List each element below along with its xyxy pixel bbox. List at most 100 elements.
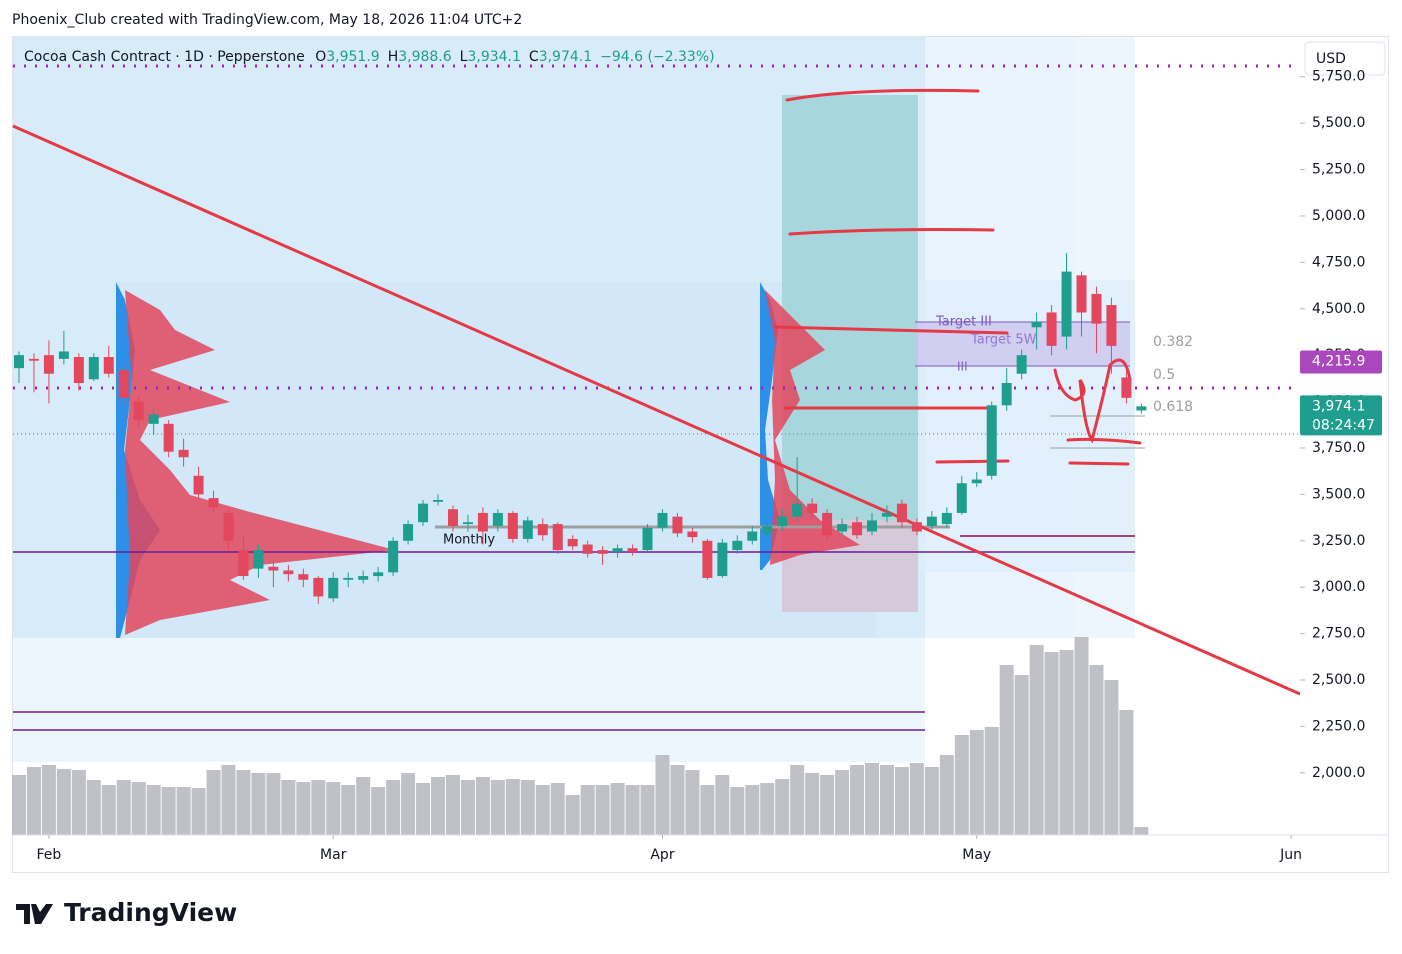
- legend: Cocoa Cash Contract · 1D · Pepperstone O…: [24, 49, 715, 65]
- volume-bar: [685, 770, 700, 835]
- candle-body: [193, 475, 204, 495]
- volume-bar: [595, 785, 610, 835]
- candle-body: [238, 550, 249, 577]
- price-axis: [1300, 37, 1388, 835]
- volume-bar: [730, 787, 745, 835]
- candle-body: [1046, 312, 1057, 346]
- volume-bar: [820, 775, 835, 835]
- position-box: [782, 95, 918, 520]
- axes: 2,000.0 2,250.0 2,500.0 2,750.0 3,000.0 3,250…: [37, 69, 1382, 863]
- candle-body: [1106, 305, 1117, 346]
- candle-body: [253, 550, 264, 569]
- legend-value: 3,951.9: [326, 49, 379, 65]
- candle-body: [313, 577, 324, 597]
- currency-button[interactable]: [1304, 41, 1386, 76]
- volume-bar: [790, 765, 805, 835]
- volume-bar: [640, 785, 655, 835]
- volume-bar: [116, 780, 131, 835]
- sketch: [1068, 461, 1130, 466]
- volume-bar: [161, 787, 176, 835]
- candle-body: [1076, 275, 1087, 313]
- candle-body: [747, 531, 758, 541]
- volume-bar: [445, 775, 460, 835]
- volume-bar: [460, 780, 475, 835]
- candle-body: [762, 525, 773, 534]
- volume-bar: [475, 777, 490, 835]
- x-tick-label: Apr: [650, 847, 674, 863]
- candle-body: [343, 577, 354, 580]
- volume-bar: [939, 755, 954, 835]
- volume-bar: [505, 779, 520, 835]
- volume-bar: [1059, 650, 1074, 835]
- volume-bar: [266, 773, 281, 835]
- candle-body: [537, 524, 548, 536]
- zone: [13, 638, 925, 762]
- logo: TradingView: [16, 898, 237, 927]
- y-tick-label: 5,250.0: [1312, 162, 1365, 178]
- candle-body: [777, 516, 788, 526]
- volume-layer: [11, 637, 1149, 835]
- candle-body: [208, 498, 219, 508]
- volume-bar: [221, 765, 236, 835]
- annotation: III: [957, 360, 968, 374]
- volume-bar: [490, 780, 505, 835]
- candle-body: [866, 520, 877, 532]
- candle-body: [58, 351, 69, 359]
- candle-body: [148, 414, 159, 424]
- volume-bar: [655, 755, 670, 835]
- volume-bar: [386, 780, 401, 835]
- volume-bar: [850, 765, 865, 835]
- countdown: 08:24:47: [1312, 417, 1375, 433]
- volume-bar: [281, 780, 296, 835]
- volume-bar: [56, 769, 71, 835]
- legend-value: 3,934.1: [467, 49, 520, 65]
- candle-body: [133, 401, 144, 421]
- candle-body: [418, 503, 429, 523]
- volume-bar: [835, 770, 850, 835]
- candle-body: [73, 357, 84, 384]
- candle-body: [103, 357, 114, 374]
- candle-body: [163, 423, 174, 452]
- volume-bar: [341, 785, 356, 835]
- candle-body: [702, 540, 713, 578]
- annotation: Target 5W: [970, 333, 1037, 348]
- candle-body: [388, 540, 399, 573]
- candle-body: [1136, 406, 1147, 411]
- candle-body: [837, 524, 848, 532]
- volume-bar: [924, 767, 939, 835]
- volume-bar: [864, 763, 879, 835]
- volume-bar: [805, 773, 820, 835]
- volume-bar: [131, 782, 146, 835]
- header: Phoenix_Club created with TradingView.co…: [12, 12, 522, 28]
- candle-body: [911, 522, 922, 532]
- volume-bar: [311, 780, 326, 835]
- price-label: 4,215.9: [1312, 353, 1365, 369]
- volume-bar: [969, 730, 984, 835]
- volume-bar: [236, 770, 251, 835]
- candle-body: [896, 503, 907, 523]
- volume-bar: [879, 765, 894, 835]
- volume-bar: [71, 770, 86, 835]
- candle-body: [926, 516, 937, 526]
- volume-bar: [26, 767, 41, 835]
- legend-title: Cocoa Cash Contract · 1D · Pepperstone: [24, 49, 305, 65]
- volume-bar: [356, 777, 371, 835]
- y-tick-label: 3,500.0: [1312, 486, 1365, 502]
- currency[interactable]: USD: [1316, 51, 1346, 67]
- volume-bar: [700, 785, 715, 835]
- candle-body: [13, 355, 24, 369]
- candle-body: [433, 499, 444, 502]
- annotation: Target III: [935, 315, 992, 330]
- profile: [765, 290, 860, 565]
- volume-bar: [146, 785, 161, 835]
- candle-body: [582, 544, 593, 554]
- legend-label: L: [460, 49, 468, 65]
- y-tick-label: 2,500.0: [1312, 672, 1365, 688]
- candle-body: [1121, 377, 1132, 398]
- volume-bar: [565, 795, 580, 835]
- volume-bar: [176, 787, 191, 835]
- y-tick-label: 3,750.0: [1312, 440, 1365, 456]
- x-tick-label: May: [962, 847, 991, 863]
- candle-body: [642, 527, 653, 551]
- candle-body: [1091, 293, 1102, 324]
